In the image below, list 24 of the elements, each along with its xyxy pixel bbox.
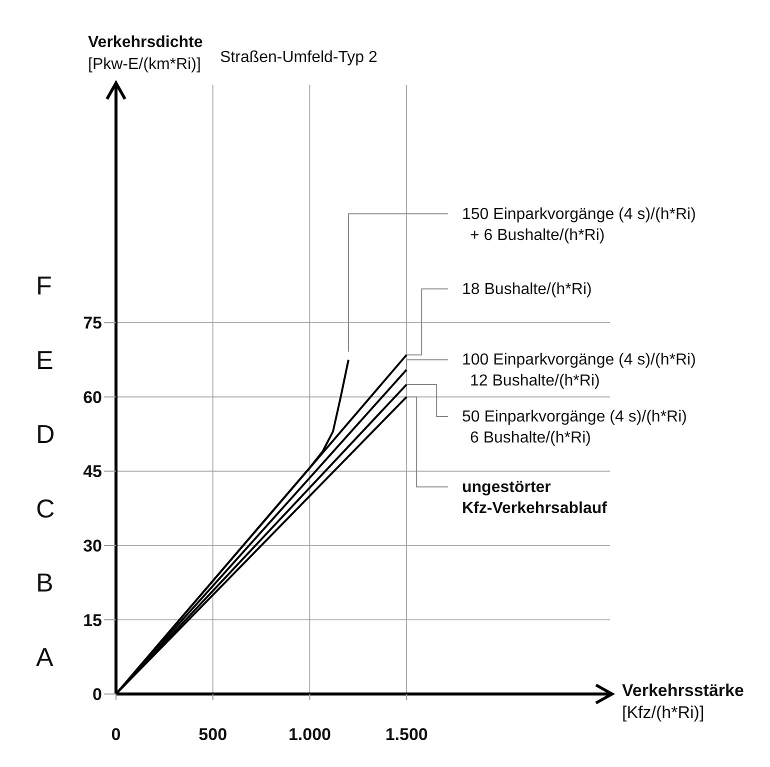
x-tick-label: 500 — [198, 725, 228, 744]
text: B — [36, 568, 54, 598]
text: F — [36, 270, 52, 301]
text: 18 Bushalte/(h*Ri) — [462, 280, 592, 298]
text: 50 Einparkvorgänge (4 s)/(h*Ri) 6 Bushalte/(h*Ri) — [462, 408, 687, 447]
text: D — [36, 419, 55, 450]
text: A — [36, 642, 54, 672]
x-tick-label: 0 — [111, 725, 121, 744]
y-tick-label: 60 — [83, 388, 102, 407]
y-tick-label: 45 — [83, 462, 102, 482]
text: ungestörter Kfz-Verkehrsablauf — [462, 478, 608, 517]
chart-title: Straßen-Umfeld-Typ 2 — [220, 49, 378, 66]
x-tick-label: 1.000 — [288, 725, 331, 744]
text: 150 Einparkvorgänge (4 s)/(h*Ri) + 6 Bushalte/(h*Ri) — [462, 206, 696, 244]
text: E — [36, 344, 54, 375]
text: 100 Einparkvorgänge (4 s)/(h*Ri) 12 Bushalte/(h*Ri) — [462, 352, 696, 390]
y-tick-label: 30 — [83, 536, 102, 556]
y-axis-title: Verkehrsdichte [Pkw-E/(km*Ri)] — [88, 34, 203, 73]
text: C — [36, 493, 55, 524]
y-tick-label: 0 — [92, 685, 102, 704]
y-tick-label: 15 — [83, 610, 102, 630]
y-tick-label: 75 — [83, 314, 102, 333]
x-tick-label: 1.500 — [385, 725, 428, 744]
x-axis-title: Verkehrsstärke [Kfz/(h*Ri)] — [622, 681, 744, 722]
